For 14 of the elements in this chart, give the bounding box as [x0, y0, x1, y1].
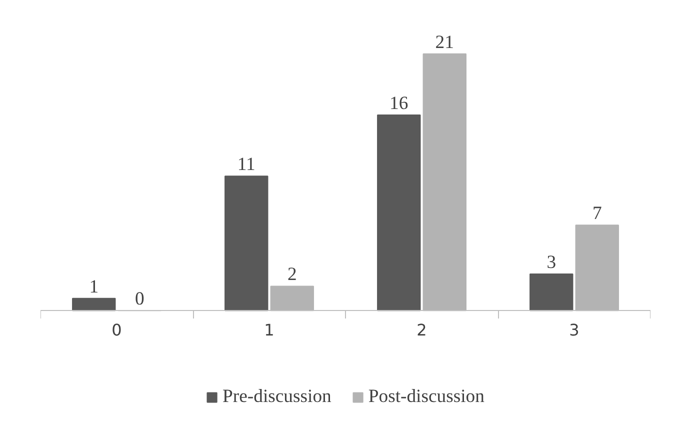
x-tick-label: 3	[569, 320, 580, 340]
data-label: 7	[592, 203, 602, 224]
data-label: 1	[89, 276, 99, 298]
x-tick-label: 0	[112, 320, 122, 340]
data-label: 21	[435, 32, 454, 53]
data-label: 11	[237, 154, 256, 176]
data-label: 16	[390, 93, 408, 114]
legend-label: Post-discussion	[368, 386, 484, 408]
legend-label: Pre-discussion	[222, 386, 332, 408]
x-tick-label: 2	[416, 320, 427, 340]
x-tick-label: 1	[264, 320, 274, 340]
data-label: 2	[287, 264, 297, 286]
data-label: 0	[134, 288, 144, 310]
data-label: 3	[546, 252, 556, 273]
